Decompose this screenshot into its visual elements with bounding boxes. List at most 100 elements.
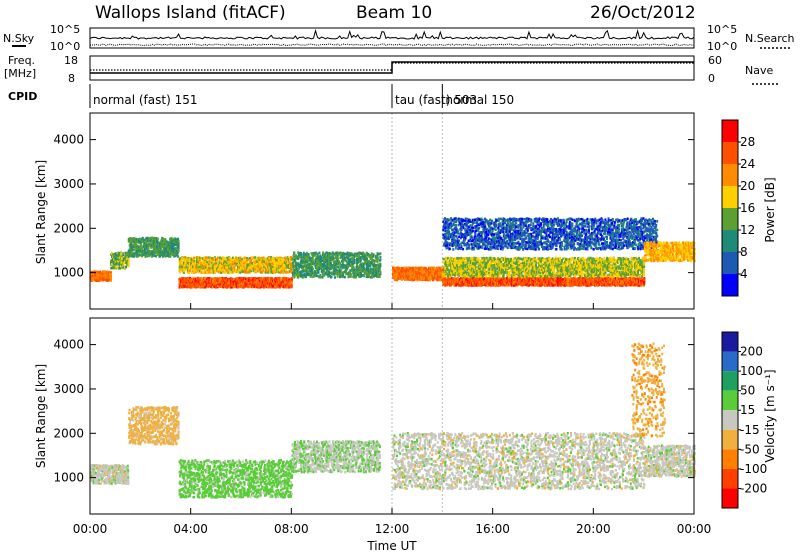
data-cell — [130, 251, 133, 254]
data-cell — [233, 266, 236, 269]
data-cell — [198, 258, 201, 262]
data-cell — [150, 245, 153, 249]
data-cell — [219, 264, 222, 267]
data-cell — [265, 281, 268, 284]
data-cell — [216, 259, 218, 263]
data-cell — [237, 271, 239, 274]
nsearch-label: N.Search — [745, 32, 795, 45]
freq-tick-top: 18 — [64, 54, 78, 67]
data-cell — [146, 244, 148, 247]
nave-trace — [90, 62, 694, 71]
data-cell — [196, 256, 199, 259]
data-cell — [230, 286, 233, 289]
data-cell — [131, 246, 134, 249]
data-cell — [183, 267, 186, 270]
data-cell — [209, 267, 212, 270]
data-cell — [90, 275, 93, 278]
data-cell — [222, 281, 225, 285]
data-cell — [352, 266, 355, 270]
data-cell — [260, 263, 263, 267]
data-cell — [159, 242, 161, 245]
data-cell — [271, 284, 274, 288]
nsky-trace — [89, 28, 695, 40]
data-cell — [134, 239, 137, 242]
data-cell — [180, 259, 183, 262]
data-cell — [113, 255, 116, 259]
data-cell — [255, 278, 258, 281]
data-cell — [135, 243, 138, 247]
data-cell — [229, 269, 232, 272]
data-cell — [175, 243, 178, 247]
data-cell — [152, 250, 154, 254]
data-cell — [256, 280, 259, 284]
data-cell — [136, 249, 139, 252]
data-cell — [95, 274, 97, 278]
data-cell — [160, 238, 163, 242]
data-cell — [139, 250, 142, 253]
data-cell — [136, 253, 139, 257]
data-cell — [251, 283, 254, 287]
data-cell — [219, 256, 222, 260]
data-cell — [334, 266, 337, 269]
data-cell — [214, 270, 216, 273]
data-cell — [256, 259, 259, 262]
data-cell — [172, 247, 175, 251]
data-cell — [247, 268, 250, 271]
data-cell — [200, 281, 203, 284]
cpid-segment-label: normal 150 — [445, 93, 514, 107]
data-cell — [182, 264, 185, 267]
data-cell — [205, 264, 208, 267]
data-cell — [298, 256, 301, 259]
data-cell — [290, 279, 293, 283]
data-cell — [204, 265, 207, 268]
data-cell — [96, 273, 99, 276]
data-cell — [201, 270, 204, 274]
data-cell — [289, 279, 292, 283]
data-cell — [168, 247, 171, 251]
data-cell — [198, 262, 201, 265]
nave-label: Nave — [745, 64, 773, 77]
data-cell — [190, 279, 193, 283]
data-cell — [308, 256, 311, 259]
data-cell — [243, 285, 246, 289]
data-cell — [256, 284, 259, 287]
data-cell — [194, 266, 197, 270]
data-cell — [215, 261, 218, 265]
data-cell — [156, 246, 159, 249]
data-cell — [184, 262, 187, 265]
data-cell — [149, 242, 152, 245]
data-cell — [302, 251, 305, 255]
data-cell — [197, 277, 200, 280]
data-cell — [161, 244, 164, 247]
data-cell — [190, 278, 193, 281]
data-cell — [237, 265, 239, 269]
data-cell — [133, 248, 136, 252]
data-cell — [168, 244, 171, 247]
data-cell — [146, 251, 148, 255]
data-cell — [230, 266, 233, 269]
data-cell — [339, 269, 342, 272]
data-cell — [126, 251, 129, 255]
data-cell — [133, 252, 136, 255]
data-cell — [313, 254, 316, 257]
data-cell — [110, 271, 112, 274]
data-cell — [256, 279, 259, 282]
data-cell — [204, 286, 207, 289]
nsearch-trace — [89, 43, 695, 47]
data-cell — [161, 242, 164, 245]
data-cell — [256, 260, 259, 264]
freq-label: Freq. — [8, 54, 35, 67]
data-cell — [135, 237, 138, 241]
data-cell — [236, 279, 239, 282]
data-cell — [183, 269, 186, 273]
data-cell — [202, 284, 205, 287]
data-cell — [284, 268, 287, 271]
data-cell — [253, 256, 255, 260]
data-cell — [183, 257, 186, 261]
data-cell — [271, 277, 274, 280]
data-cell — [114, 254, 117, 258]
data-cell — [154, 254, 157, 258]
data-cell — [153, 254, 156, 257]
data-cell — [222, 283, 225, 286]
